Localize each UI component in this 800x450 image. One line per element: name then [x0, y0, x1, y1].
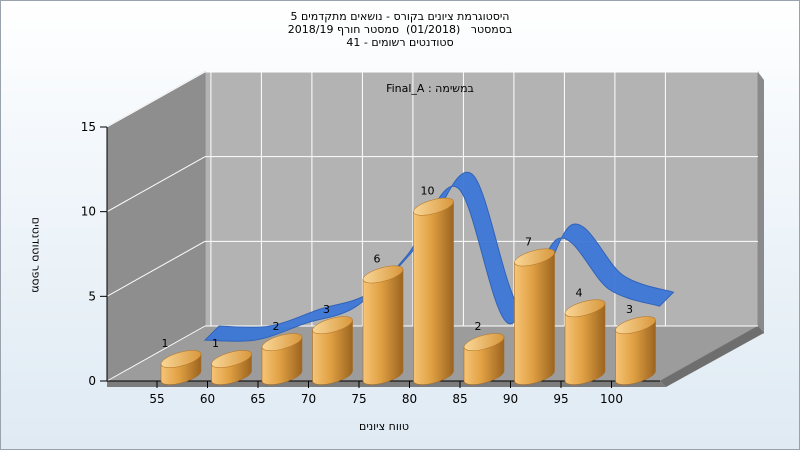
y-tick-label-0: 0: [88, 374, 96, 388]
bar-2: [261, 333, 303, 385]
bar-value-label-4: 6: [374, 252, 381, 265]
bar-cap-8: [564, 299, 606, 318]
bar-8: [564, 299, 606, 385]
x-tick-label-9: 100: [600, 392, 623, 406]
bar-body-9: [615, 319, 656, 385]
bar-body-5: [413, 201, 454, 385]
bar-value-label-6: 2: [475, 320, 482, 333]
bar-value-label-2: 2: [273, 320, 280, 333]
y-tick-label-2: 10: [81, 205, 96, 219]
bar-value-label-1: 1: [212, 337, 219, 350]
title-line-3: סטודנטים רשומים - 41: [346, 36, 454, 49]
x-axis-label: טווח ציונים: [359, 420, 409, 433]
bar-body-7: [514, 252, 555, 385]
bar-body-8: [564, 302, 606, 385]
bar-cap-6: [463, 333, 505, 352]
y-axis-label: מספר סטודנטים: [29, 217, 43, 293]
bar-body-4: [362, 269, 404, 385]
x-tick-label-8: 95: [553, 392, 568, 406]
bar-cap-2: [261, 333, 303, 352]
title-line-1: היסטוגרמת ציונים בקורס - נושאים מתקדמים …: [290, 10, 510, 23]
y-grid-side-1: [106, 240, 206, 297]
x-tick-label-7: 90: [503, 392, 518, 406]
floor-right-edge: [660, 326, 764, 387]
bar-value-label-3: 3: [323, 303, 330, 316]
x-tick-label-1: 60: [200, 392, 215, 406]
bar-cap-4: [362, 265, 404, 284]
bar-cap-1: [211, 350, 252, 368]
x-tick-label-3: 70: [301, 392, 316, 406]
y-tick-label-1: 5: [88, 289, 96, 303]
bar-value-label-5: 10: [421, 185, 435, 198]
x-tick-label-5: 80: [402, 392, 417, 406]
bar-0: [160, 350, 202, 385]
x-tick-label-0: 55: [149, 392, 164, 406]
x-tick-label-6: 85: [452, 392, 467, 406]
bar-1: [211, 350, 252, 385]
bar-3: [312, 316, 353, 385]
bar-5: [413, 197, 454, 385]
bar-body-3: [312, 319, 353, 385]
title-line-2: בסמסטר (01/2018) סמסטר חורף 2018/19: [287, 23, 513, 36]
bar-cap-3: [312, 316, 353, 335]
bar-4: [362, 265, 404, 385]
inner-label: במשימה : Final_A: [386, 82, 474, 95]
y-grid-side-3: [106, 71, 206, 128]
bar-cap-9: [615, 316, 656, 335]
bar-value-label-0: 1: [162, 337, 169, 350]
y-grid-side-0: [106, 325, 206, 382]
bar-value-label-9: 3: [626, 303, 633, 316]
x-tick-label-2: 65: [250, 392, 265, 406]
bar-cap-7: [514, 248, 555, 267]
back-wall-edge: [758, 72, 764, 334]
bar-9: [615, 316, 656, 385]
bar-cap-5: [413, 197, 454, 216]
y-grid-side-2: [106, 156, 206, 213]
x-tick-label-4: 75: [351, 392, 366, 406]
bar-value-label-8: 4: [576, 286, 583, 299]
y-tick-label-3: 15: [81, 120, 96, 134]
bar-cap-0: [160, 350, 202, 368]
chart-title: היסטוגרמת ציונים בקורס - נושאים מתקדמים …: [0, 10, 800, 49]
bar-value-label-7: 7: [525, 235, 532, 248]
bar-6: [463, 333, 505, 385]
bar-7: [514, 248, 555, 385]
